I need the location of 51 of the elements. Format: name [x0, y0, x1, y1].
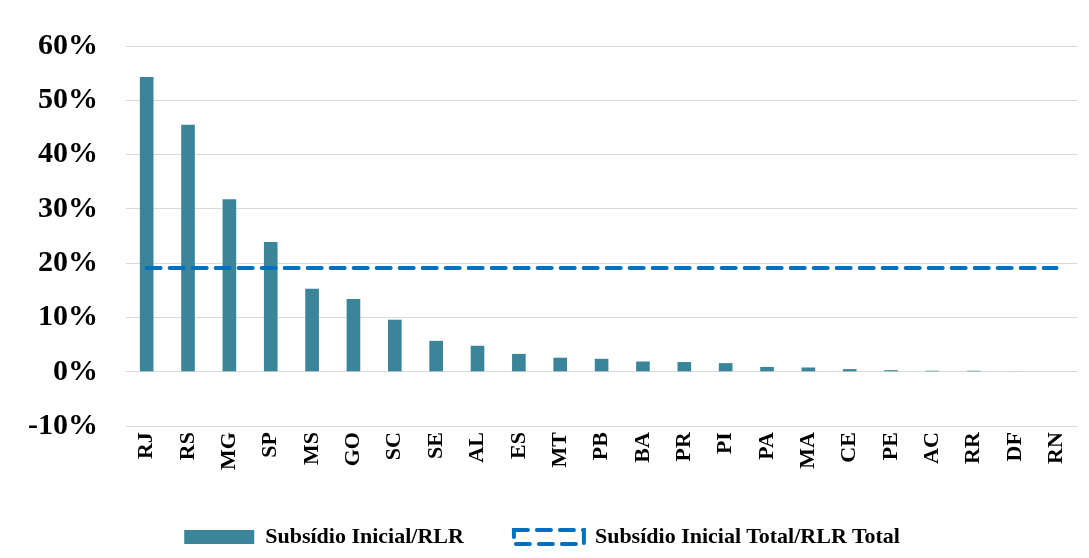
- bar: [470, 345, 485, 372]
- bar: [305, 288, 319, 372]
- x-tick-label: CE: [835, 432, 861, 463]
- bar: [553, 357, 568, 372]
- x-tick-label: SE: [421, 432, 447, 460]
- x-tick-label: MS: [297, 432, 323, 466]
- y-tick-label: -10%: [27, 406, 98, 440]
- bar: [387, 319, 402, 372]
- legend-label: Subsídio Inicial Total/RLR Total: [594, 522, 900, 548]
- x-tick-label: MA: [794, 432, 820, 469]
- legend-label: Subsídio Inicial/RLR: [265, 522, 466, 548]
- bar: [139, 76, 154, 372]
- x-tick-label: RS: [173, 432, 199, 461]
- x-tick-label: PB: [587, 431, 613, 461]
- x-tick-label: SP: [256, 432, 282, 458]
- y-tick-label: 20%: [37, 243, 98, 277]
- y-tick-label: 10%: [37, 298, 98, 332]
- x-tick-label: MG: [215, 432, 241, 471]
- y-tick-label: 60%: [37, 26, 98, 60]
- x-tick-label: PE: [876, 432, 902, 461]
- bar: [263, 242, 278, 372]
- bar: [760, 366, 774, 372]
- bar: [222, 199, 237, 372]
- x-tick-label: AL: [463, 432, 489, 463]
- y-tick-label: 0%: [52, 352, 98, 386]
- x-tick-label: RN: [1042, 432, 1068, 464]
- x-tick-label: PA: [752, 432, 778, 460]
- bar: [801, 367, 816, 372]
- bar: [594, 358, 609, 372]
- bar: [512, 353, 526, 372]
- y-tick-label: 30%: [37, 189, 98, 223]
- x-tick-label: GO: [339, 432, 365, 467]
- x-tick-label: BA: [628, 432, 654, 463]
- bar: [636, 361, 650, 372]
- bar: [181, 124, 195, 372]
- bar: [842, 369, 857, 372]
- x-tick-label: SC: [380, 432, 406, 461]
- x-tick-label: PI: [711, 432, 737, 455]
- bar: [429, 340, 443, 372]
- y-tick-label: 40%: [37, 135, 98, 169]
- x-tick-label: AC: [918, 432, 944, 464]
- x-tick-label: ES: [504, 432, 530, 460]
- bar: [677, 362, 692, 372]
- bar: [718, 363, 733, 372]
- x-tick-label: DF: [1000, 432, 1026, 462]
- y-tick-label: 50%: [37, 81, 98, 115]
- x-tick-label: RR: [959, 431, 985, 464]
- bar: [346, 299, 361, 372]
- x-tick-label: PR: [669, 431, 695, 462]
- x-tick-label: RJ: [132, 432, 158, 460]
- x-tick-label: MT: [545, 431, 571, 468]
